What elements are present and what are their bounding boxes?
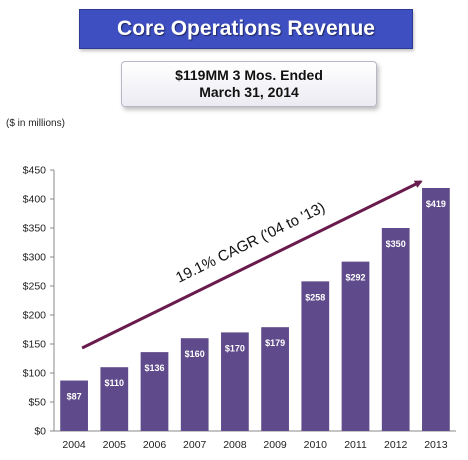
subtitle-line-1: $119MM 3 Mos. Ended (175, 67, 323, 83)
bar-labels-group: $87 $110 $136 $160 $170 $179 $258 $292 $350 $419 (67, 199, 446, 402)
bar (301, 281, 330, 431)
subtitle-box: $119MM 3 Mos. Ended March 31, 2014 (121, 61, 377, 107)
x-tick-label: 2005 (103, 439, 127, 451)
bar (60, 380, 88, 431)
chart-title: Core Operations Revenue (79, 9, 413, 49)
y-tick-label: $150 (23, 339, 47, 351)
bar (100, 367, 129, 431)
y-tick-label: $450 (23, 165, 47, 177)
trend-group: 19.1% CAGR ('04 to '13) (81, 180, 423, 350)
bar-data-label: $160 (185, 349, 205, 359)
x-tick-label: 2010 (304, 439, 328, 451)
bar-data-label: $350 (386, 239, 406, 249)
bar-data-label: $258 (305, 292, 325, 302)
bar-data-label: $292 (345, 273, 365, 283)
units-label: ($ in millions) (6, 118, 65, 129)
y-tick-label: $350 (23, 223, 47, 235)
y-tick-label: $300 (23, 252, 47, 264)
x-tick-label: 2007 (183, 439, 207, 451)
cagr-annotation: 19.1% CAGR ('04 to '13) (173, 199, 328, 287)
y-tick-label: $400 (23, 194, 47, 206)
y-tick-label: $50 (28, 397, 46, 409)
bar (140, 352, 169, 431)
y-tick-label: $250 (23, 281, 47, 293)
bar-data-label: $87 (67, 392, 82, 402)
y-tick-label: $0 (34, 426, 46, 438)
x-tick-label: 2011 (344, 439, 367, 451)
bar (180, 338, 209, 431)
bar (221, 332, 249, 431)
bar-data-label: $419 (426, 199, 446, 209)
x-tick-label: 2013 (424, 439, 448, 451)
trend-arrow (81, 180, 423, 350)
subtitle-line-2: March 31, 2014 (199, 84, 299, 100)
x-tick-label: 2004 (62, 439, 86, 451)
x-tick-label: 2008 (223, 439, 247, 451)
x-tick-label: 2012 (384, 439, 408, 451)
bar-data-label: $136 (144, 363, 164, 373)
bar-data-label: $179 (265, 338, 285, 348)
x-tick-label: 2009 (263, 439, 287, 451)
bar-data-label: $170 (225, 343, 245, 353)
bar (261, 327, 289, 431)
y-axis: $0 $50 $100 $150 $200 $250 $300 $350 $400 $450 (23, 165, 55, 438)
bar (381, 228, 410, 431)
x-axis: 2004 2005 2006 2007 2008 2009 2010 2011 2012 2013 (54, 430, 456, 451)
x-tick-label: 2006 (143, 439, 167, 451)
bars-group (60, 187, 450, 431)
bar (341, 261, 370, 431)
bar-data-label: $110 (105, 378, 125, 388)
bar (422, 187, 450, 431)
y-tick-label: $100 (23, 368, 47, 380)
y-tick-label: $200 (23, 310, 47, 322)
